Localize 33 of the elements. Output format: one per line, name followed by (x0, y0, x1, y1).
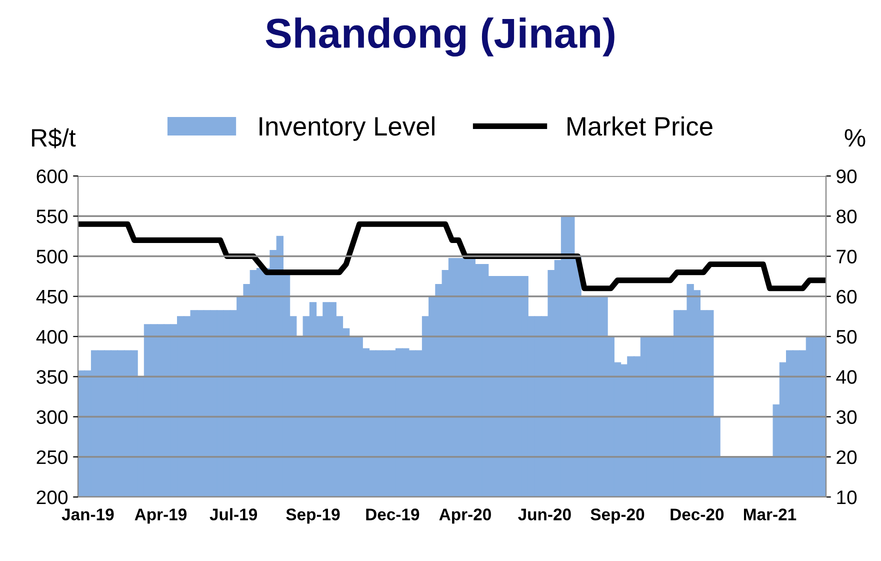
y2-tick-label: 70 (836, 250, 857, 264)
y-tick-label: 350 (36, 370, 68, 384)
y-tick-label: 400 (36, 330, 68, 344)
chart-title: Shandong (Jinan) (266, 17, 614, 57)
y-tick-label: 500 (36, 250, 68, 264)
y2-tick-label: 80 (836, 210, 857, 224)
legend-label: Inventory Level (260, 116, 434, 141)
y-tick-label: 600 (36, 169, 68, 184)
legend-label: Market Price (568, 116, 712, 136)
x-tick-label: Jan-19 (62, 508, 114, 520)
y2-axis-title: % (844, 129, 866, 147)
y-tick-label: 450 (36, 290, 68, 304)
x-tick-label: Sep-20 (590, 508, 644, 524)
x-tick-label: Apr-19 (134, 508, 187, 524)
x-tick-label: Sep-19 (286, 508, 340, 524)
y2-tick-label: 30 (836, 410, 857, 424)
y2-tick-label: 20 (836, 450, 857, 464)
x-tick-label: Dec-19 (366, 508, 420, 520)
x-tick-label: Apr-20 (439, 508, 491, 524)
y2-tick-label: 60 (836, 290, 857, 304)
x-tick-label: Jun-20 (518, 508, 571, 520)
y-axis-title: R$/t (32, 128, 76, 148)
y-tick-label: 550 (36, 210, 68, 224)
y-tick-label: 250 (36, 450, 68, 464)
x-tick-label: Jul-19 (210, 508, 258, 520)
y-tick-label: 200 (36, 490, 68, 504)
x-tick-label: Dec-20 (670, 508, 724, 520)
y2-tick-label: 50 (836, 330, 857, 344)
y-tick-label: 300 (36, 410, 68, 424)
y2-tick-label: 10 (837, 490, 857, 504)
y2-tick-label: 90 (836, 169, 857, 184)
y2-tick-label: 40 (836, 370, 857, 384)
x-tick-label: Mar-21 (744, 508, 796, 520)
